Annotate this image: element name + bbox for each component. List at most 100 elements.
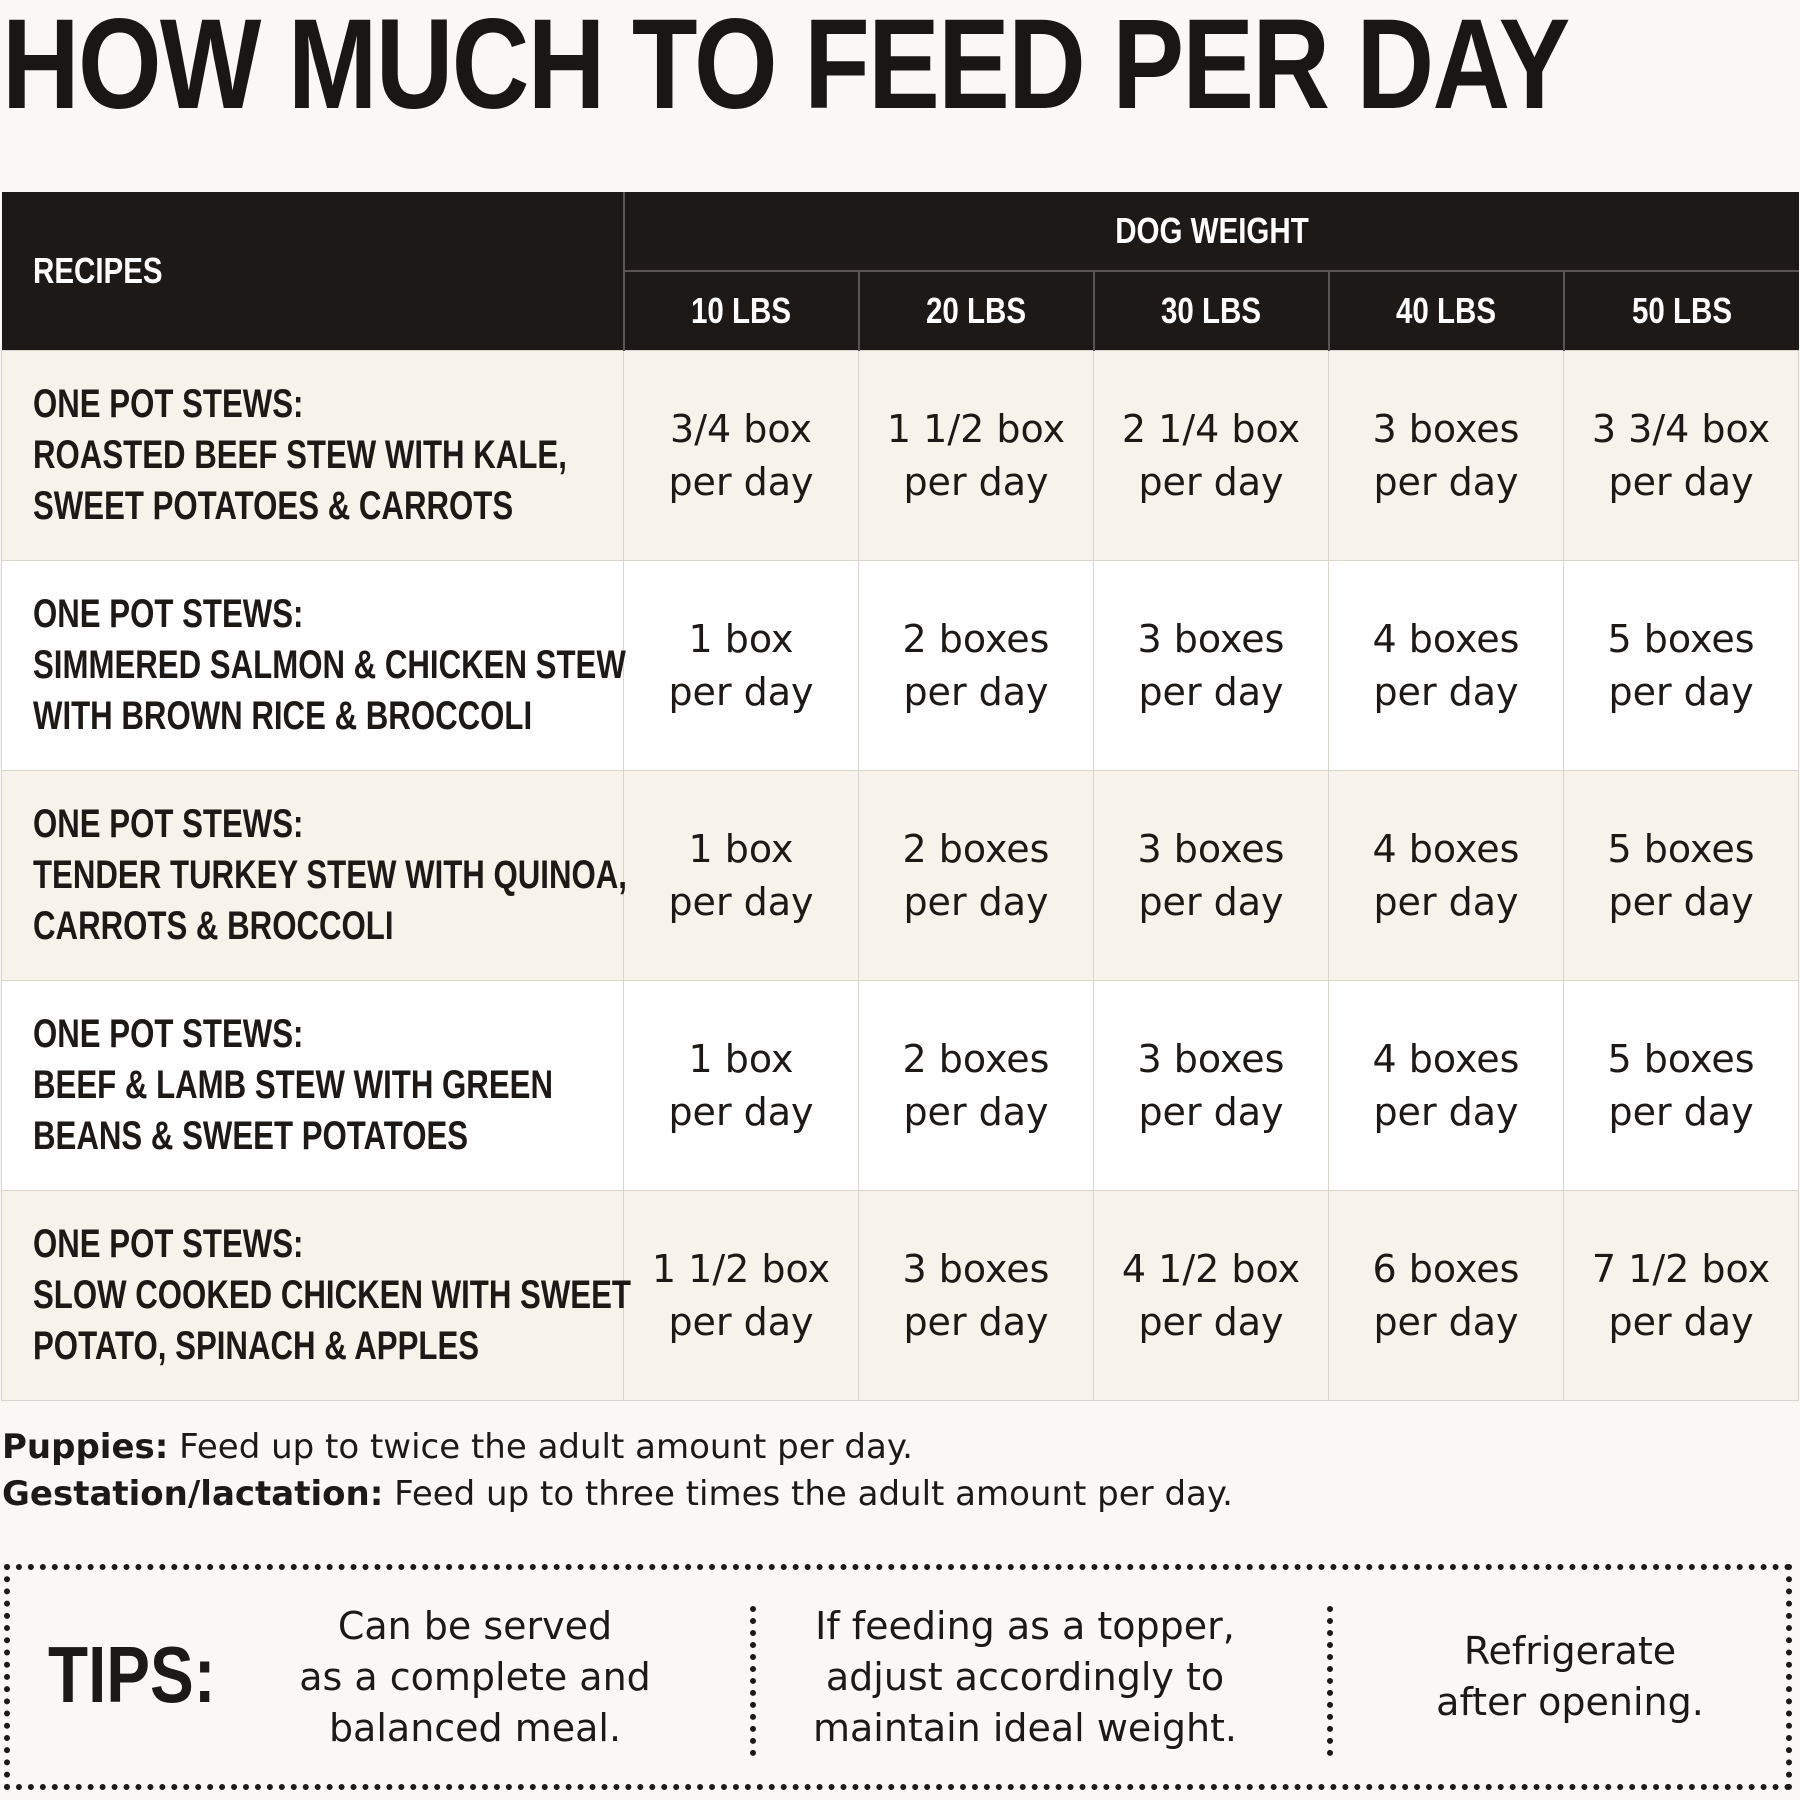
feeding-table: RECIPES DOG WEIGHT 10 LBS 20 LBS 30 LBS … xyxy=(1,192,1800,1401)
table-row: ONE POT STEWS: SLOW COOKED CHICKEN WITH … xyxy=(1,1190,1800,1401)
amount-unit: per day xyxy=(1373,1089,1519,1134)
amount-quantity: 3/4 box xyxy=(670,406,812,451)
tips-box: TIPS: Can be served as a complete and ba… xyxy=(4,1564,1792,1790)
amount-cell: 3 3/4 box per day xyxy=(1562,350,1800,561)
amount-quantity: 3 boxes xyxy=(1372,406,1520,451)
amount-cell: 7 1/2 box per day xyxy=(1562,1190,1800,1401)
recipes-header-label: RECIPES xyxy=(32,250,163,291)
amount-unit: per day xyxy=(903,879,1049,924)
recipe-line: ONE POT STEWS: xyxy=(33,382,304,426)
amount-quantity: 2 boxes xyxy=(902,1036,1050,1081)
page-title: HOW MUCH TO FEED PER DAY xyxy=(2,0,1570,136)
weight-column-header: 40 LBS xyxy=(1327,271,1564,351)
feeding-notes: Puppies: Feed up to twice the adult amou… xyxy=(2,1424,1233,1518)
tip-item: If feeding as a topper, adjust according… xyxy=(760,1570,1290,1784)
tip-item: Can be served as a complete and balanced… xyxy=(240,1570,710,1784)
amount-unit: per day xyxy=(903,1299,1049,1344)
recipe-cell: ONE POT STEWS: SIMMERED SALMON & CHICKEN… xyxy=(1,560,626,771)
amount-cell: 2 boxes per day xyxy=(858,770,1094,981)
amount-quantity: 4 boxes xyxy=(1372,826,1520,871)
amount-quantity: 6 boxes xyxy=(1372,1246,1520,1291)
amount-cell: 1 1/2 box per day xyxy=(623,1190,859,1401)
amount-quantity: 5 boxes xyxy=(1607,1036,1755,1081)
tip-line: If feeding as a topper, xyxy=(815,1603,1235,1648)
gestation-note: Gestation/lactation: Feed up to three ti… xyxy=(2,1471,1233,1518)
amount-quantity: 4 boxes xyxy=(1372,1036,1520,1081)
amount-cell: 5 boxes per day xyxy=(1562,560,1800,771)
amount-cell: 4 1/2 box per day xyxy=(1093,1190,1329,1401)
amount-cell: 1 box per day xyxy=(623,770,859,981)
amount-cell: 4 boxes per day xyxy=(1328,980,1564,1191)
recipe-line: WITH BROWN RICE & BROCCOLI xyxy=(33,694,533,738)
amount-cell: 3/4 box per day xyxy=(623,350,859,561)
weight-column-header: 30 LBS xyxy=(1092,271,1329,351)
amount-unit: per day xyxy=(1138,1299,1284,1344)
amount-quantity: 3 3/4 box xyxy=(1591,406,1771,451)
amount-quantity: 5 boxes xyxy=(1607,826,1755,871)
recipe-line: TENDER TURKEY STEW WITH QUINOA, xyxy=(33,853,627,897)
table-row: ONE POT STEWS: BEEF & LAMB STEW WITH GRE… xyxy=(1,980,1800,1191)
tip-line: Refrigerate xyxy=(1463,1629,1677,1673)
amount-unit: per day xyxy=(1373,1299,1519,1344)
amount-unit: per day xyxy=(1373,879,1519,924)
amount-unit: per day xyxy=(1608,1299,1754,1344)
recipe-line: ONE POT STEWS: xyxy=(33,802,304,846)
table-row: ONE POT STEWS: ROASTED BEEF STEW WITH KA… xyxy=(1,350,1800,561)
amount-quantity: 4 boxes xyxy=(1372,616,1520,661)
tip-line: after opening. xyxy=(1436,1680,1704,1724)
weight-column-header: 10 LBS xyxy=(622,271,859,351)
puppies-label: Puppies: xyxy=(2,1427,169,1467)
dog-weight-header-label: DOG WEIGHT xyxy=(1114,210,1309,251)
amount-quantity: 4 1/2 box xyxy=(1121,1246,1301,1291)
recipe-line: ONE POT STEWS: xyxy=(33,1222,304,1266)
weight-label: 20 LBS xyxy=(925,290,1027,331)
amount-quantity: 2 boxes xyxy=(902,826,1050,871)
amount-unit: per day xyxy=(1138,879,1284,924)
recipe-line: POTATO, SPINACH & APPLES xyxy=(33,1324,480,1368)
amount-unit: per day xyxy=(668,1299,814,1344)
amount-quantity: 7 1/2 box xyxy=(1591,1246,1771,1291)
amount-cell: 3 boxes per day xyxy=(1093,770,1329,981)
amount-unit: per day xyxy=(903,1089,1049,1134)
tip-line: balanced meal. xyxy=(328,1705,622,1750)
recipe-line: CARROTS & BROCCOLI xyxy=(33,904,394,948)
gestation-text: Feed up to three times the adult amount … xyxy=(383,1474,1233,1514)
amount-cell: 3 boxes per day xyxy=(858,1190,1094,1401)
tip-line: as a complete and xyxy=(299,1654,651,1699)
amount-unit: per day xyxy=(1373,669,1519,714)
recipe-line: BEANS & SWEET POTATOES xyxy=(33,1114,469,1158)
amount-quantity: 3 boxes xyxy=(1137,616,1285,661)
amount-quantity: 2 boxes xyxy=(902,616,1050,661)
tip-line: Can be served xyxy=(337,1603,613,1648)
amount-cell: 2 1/4 box per day xyxy=(1093,350,1329,561)
recipe-cell: ONE POT STEWS: ROASTED BEEF STEW WITH KA… xyxy=(1,350,624,561)
amount-unit: per day xyxy=(1138,459,1284,504)
recipe-line: SWEET POTATOES & CARROTS xyxy=(33,484,514,528)
amount-quantity: 1 1/2 box xyxy=(886,406,1066,451)
amount-quantity: 3 boxes xyxy=(902,1246,1050,1291)
amount-unit: per day xyxy=(1138,1089,1284,1134)
amount-cell: 3 boxes per day xyxy=(1093,980,1329,1191)
amount-unit: per day xyxy=(903,459,1049,504)
tip-divider xyxy=(750,1606,756,1756)
amount-unit: per day xyxy=(668,1089,814,1134)
amount-cell: 3 boxes per day xyxy=(1328,350,1564,561)
recipe-line: ONE POT STEWS: xyxy=(33,592,304,636)
amount-cell: 2 boxes per day xyxy=(858,980,1094,1191)
amount-cell: 1 1/2 box per day xyxy=(858,350,1094,561)
amount-cell: 2 boxes per day xyxy=(858,560,1094,771)
weight-column-header: 50 LBS xyxy=(1562,271,1799,351)
dog-weight-header: DOG WEIGHT xyxy=(623,192,1799,272)
recipe-cell: ONE POT STEWS: SLOW COOKED CHICKEN WITH … xyxy=(1,1190,631,1401)
amount-quantity: 1 box xyxy=(688,616,794,661)
recipe-cell: ONE POT STEWS: BEEF & LAMB STEW WITH GRE… xyxy=(1,980,624,1191)
recipe-cell: ONE POT STEWS: TENDER TURKEY STEW WITH Q… xyxy=(1,770,627,981)
amount-quantity: 1 1/2 box xyxy=(651,1246,831,1291)
weight-label: 30 LBS xyxy=(1160,290,1262,331)
amount-unit: per day xyxy=(903,669,1049,714)
weight-label: 50 LBS xyxy=(1631,290,1732,331)
amount-unit: per day xyxy=(668,459,814,504)
amount-quantity: 1 box xyxy=(688,1036,794,1081)
recipes-header: RECIPES xyxy=(1,192,625,351)
weight-label: 10 LBS xyxy=(690,290,792,331)
